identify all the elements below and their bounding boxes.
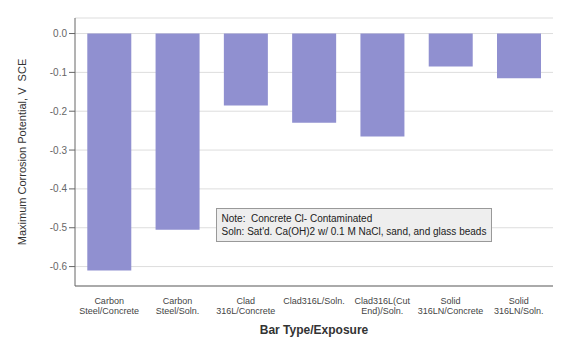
svg-text:Clad316L/Concrete: Clad316L/Concrete xyxy=(216,296,275,316)
html-text:Soln: Sat'd. Ca(OH)2 w/ 0.1 M: Soln: Sat'd. Ca(OH)2 w/ 0.1 M NaCl, sand… xyxy=(221,226,487,237)
svg-text:0.0: 0.0 xyxy=(53,28,67,39)
svg-text:-0.4: -0.4 xyxy=(50,183,68,194)
svg-text:-0.2: -0.2 xyxy=(50,106,68,117)
svg-text:Bar Type/Exposure: Bar Type/Exposure xyxy=(260,323,369,337)
svg-text:-0.6: -0.6 xyxy=(50,261,68,272)
svg-text:Maximum Corrosion Potential, V: Maximum Corrosion Potential, V SCE xyxy=(16,59,28,245)
svg-text:-0.3: -0.3 xyxy=(50,145,68,156)
html-text:Note: Concrete Cl- Contaminate: Note: Concrete Cl- Contaminated xyxy=(221,213,373,224)
svg-text:-0.5: -0.5 xyxy=(50,222,68,233)
svg-text:Clad316L(CutEnd)/Soln.: Clad316L(CutEnd)/Soln. xyxy=(355,296,411,316)
svg-text:Solid316LN/Soln.: Solid316LN/Soln. xyxy=(494,296,544,316)
svg-text:CarbonSteel/Concrete: CarbonSteel/Concrete xyxy=(79,296,139,316)
svg-text:CarbonSteel/Soln.: CarbonSteel/Soln. xyxy=(156,296,200,316)
svg-text:Clad316L/Soln.: Clad316L/Soln. xyxy=(283,296,345,306)
svg-text:Solid316LN/Concrete: Solid316LN/Concrete xyxy=(418,296,484,316)
svg-text:-0.1: -0.1 xyxy=(50,67,68,78)
